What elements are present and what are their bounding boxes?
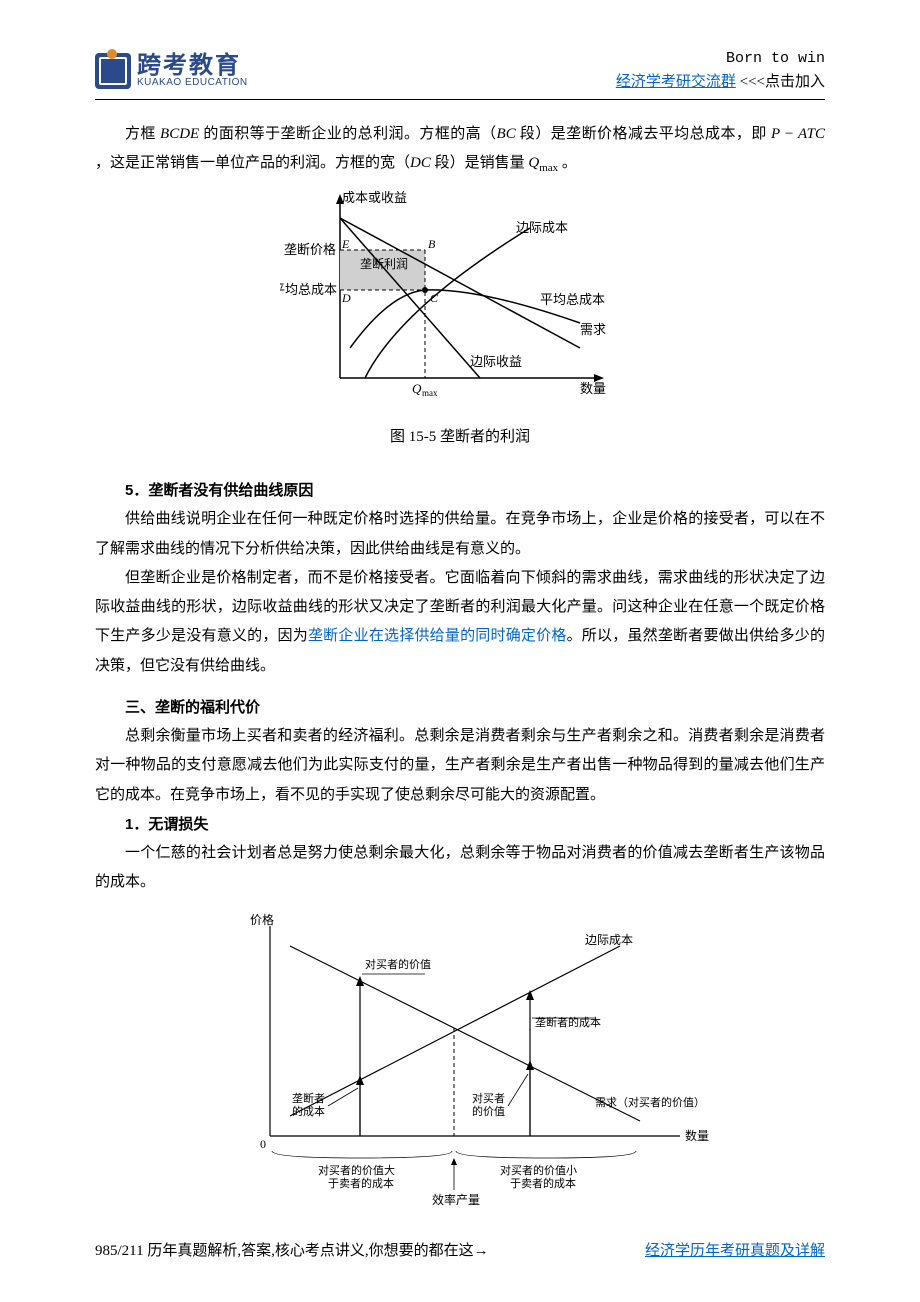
footer-text: 985/211 历年真题解析,答案,核心考点讲义,你想要的都在这→ — [95, 1239, 489, 1260]
figure-15-5-svg: 成本或收益 数量 边际成本 平均总成本 需求 边际收益 垄断价格 平均总成本 垄… — [280, 188, 640, 408]
page-footer: 985/211 历年真题解析,答案,核心考点讲义,你想要的都在这→ 经济学历年考… — [95, 1239, 825, 1260]
fig2-demand: 需求（对买者的价值） — [595, 1095, 705, 1109]
logo-text-en: KUAKAO EDUCATION — [137, 78, 248, 88]
figure-15-5: 成本或收益 数量 边际成本 平均总成本 需求 边际收益 垄断价格 平均总成本 垄… — [95, 188, 825, 453]
fig2-buyer-value-l1: 对买者 — [472, 1091, 505, 1105]
heading-1-dwl: 1．无谓损失 — [95, 810, 825, 839]
fig2-buyer-value-top: 对买者的价值 — [365, 957, 431, 971]
fig2-seller-cost-top: 垄断者的成本 — [535, 1015, 601, 1029]
fig1-xaxis-label: 数量 — [580, 381, 606, 396]
fig2-mc: 边际成本 — [585, 933, 633, 947]
fig1-Qsub: max — [422, 388, 438, 398]
fig1-E: E — [341, 237, 350, 251]
footer-link[interactable]: 经济学历年考研真题及详解 — [645, 1239, 825, 1260]
fig1-profit-label: 垄断利润 — [360, 256, 408, 271]
fig2-zero: 0 — [260, 1137, 266, 1151]
figure-efficiency: 价格 数量 0 边际成本 需求（对买者的价值） 对买者的价值 垄断者的成本 垄断… — [95, 906, 825, 1217]
highlight-text: 垄断企业在选择供给量的同时确定价格 — [308, 628, 567, 644]
fig1-C: C — [430, 291, 439, 305]
fig1-demand-label: 需求 — [580, 322, 606, 337]
fig2-brace-left-1: 对买者的价值大 — [318, 1163, 395, 1177]
fig2-seller-cost-l1: 垄断者 — [292, 1091, 325, 1105]
paragraph-1: 方框 BCDE 的面积等于垄断企业的总利润。方框的高（BC 段）是垄断价格减去平… — [95, 120, 825, 180]
fig2-eff-qty: 效率产量 — [432, 1192, 480, 1206]
fig1-yaxis-label: 成本或收益 — [342, 190, 407, 205]
logo-icon — [95, 53, 131, 89]
figure-efficiency-svg: 价格 数量 0 边际成本 需求（对买者的价值） 对买者的价值 垄断者的成本 垄断… — [200, 906, 720, 1206]
fig1-mc-label: 边际成本 — [516, 220, 568, 235]
fig2-yaxis: 价格 — [250, 912, 274, 927]
fig2-brace-left-2: 于卖者的成本 — [328, 1176, 394, 1190]
fig1-D: D — [341, 291, 351, 305]
logo: 跨考教育 KUAKAO EDUCATION — [95, 53, 248, 89]
fig1-atc-left-label: 平均总成本 — [280, 282, 337, 297]
paragraph-3: 但垄断企业是价格制定者，而不是价格接受者。它面临着向下倾斜的需求曲线，需求曲线的… — [95, 564, 825, 681]
figure-15-5-caption: 图 15-5 垄断者的利润 — [95, 423, 825, 452]
fig2-buyer-value-l2: 的价值 — [472, 1104, 505, 1118]
logo-text-cn: 跨考教育 — [137, 54, 248, 78]
fig2-xaxis: 数量 — [685, 1128, 709, 1143]
fig2-seller-cost-l2: 的成本 — [292, 1104, 325, 1118]
fig2-brace-right-2: 于卖者的成本 — [510, 1176, 576, 1190]
fig1-price-label: 垄断价格 — [284, 242, 336, 257]
fig2-brace-right-1: 对买者的价值小 — [500, 1163, 577, 1177]
heading-section-3: 三、垄断的福利代价 — [95, 693, 825, 722]
paragraph-5: 一个仁慈的社会计划者总是努力使总剩余最大化，总剩余等于物品对消费者的价值减去垄断… — [95, 839, 825, 898]
fig1-atc-label: 平均总成本 — [540, 292, 605, 307]
fig1-mr-label: 边际收益 — [470, 354, 522, 369]
header-suffix: <<<点击加入 — [736, 74, 825, 90]
header-slogan: Born to win — [616, 48, 825, 71]
page-header: 跨考教育 KUAKAO EDUCATION Born to win 经济学考研交… — [95, 48, 825, 100]
heading-5: 5．垄断者没有供给曲线原因 — [95, 476, 825, 505]
paragraph-4: 总剩余衡量市场上买者和卖者的经济福利。总剩余是消费者剩余与生产者剩余之和。消费者… — [95, 722, 825, 810]
header-link[interactable]: 经济学考研交流群 — [616, 74, 736, 90]
fig1-Q: Q — [412, 381, 422, 396]
document-body: 方框 BCDE 的面积等于垄断企业的总利润。方框的高（BC 段）是垄断价格减去平… — [95, 120, 825, 1217]
header-right: Born to win 经济学考研交流群 <<<点击加入 — [616, 48, 825, 93]
paragraph-2: 供给曲线说明企业在任何一种既定价格时选择的供给量。在竞争市场上，企业是价格的接受… — [95, 505, 825, 564]
fig1-B: B — [428, 237, 436, 251]
